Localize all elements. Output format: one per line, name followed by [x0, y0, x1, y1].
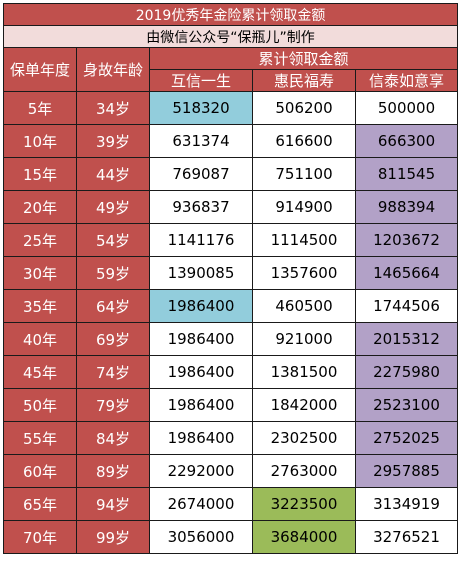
title-row: 2019优秀年金险累计领取金额 [2, 3, 459, 26]
table-row: 20年 49岁 936837 914900 988394 [3, 190, 459, 224]
table-row: 50年 79岁 1986400 1842000 2523100 [3, 388, 459, 422]
table-row: 40年 69岁 1986400 921000 2015312 [3, 322, 459, 356]
policy-year-cell: 40年 [3, 322, 77, 356]
value-huxin-cell: 2292000 [149, 454, 253, 488]
policy-year-cell: 70年 [3, 520, 77, 554]
death-age-cell: 44岁 [76, 157, 150, 191]
value-huxin-cell: 1986400 [149, 421, 253, 455]
value-huxin-cell: 1986400 [149, 355, 253, 389]
value-huimin-cell: 616600 [252, 124, 356, 158]
value-huimin-cell: 2763000 [252, 454, 356, 488]
value-huxin-cell: 1390085 [149, 256, 253, 290]
value-xintai-cell: 1203672 [354, 223, 459, 257]
value-huxin-cell: 769087 [149, 157, 253, 191]
policy-year-cell: 10年 [3, 124, 77, 158]
value-huimin-cell: 914900 [252, 190, 356, 224]
value-huimin-cell: 1842000 [252, 388, 356, 422]
policy-year-cell: 35年 [3, 289, 77, 323]
header-product-huimin: 惠民福寿 [252, 69, 356, 92]
table-row: 25年 54岁 1141176 1114500 1203672 [3, 223, 459, 257]
policy-year-cell: 55年 [3, 421, 77, 455]
value-xintai-cell: 2752025 [354, 421, 459, 455]
death-age-cell: 64岁 [76, 289, 150, 323]
value-xintai-cell: 2523100 [354, 388, 459, 422]
value-xintai-cell: 1465664 [354, 256, 459, 290]
death-age-cell: 84岁 [76, 421, 150, 455]
subtitle-row: 由微信公众号“保瓶儿”制作 [2, 25, 459, 48]
value-xintai-cell: 811545 [354, 157, 459, 191]
value-xintai-cell: 1744506 [354, 289, 459, 323]
table-row: 5年 34岁 518320 506200 500000 [3, 91, 459, 125]
policy-year-cell: 50年 [3, 388, 77, 422]
value-huxin-cell: 1141176 [149, 223, 253, 257]
policy-year-cell: 30年 [3, 256, 77, 290]
value-huimin-cell: 1357600 [252, 256, 356, 290]
value-huimin-cell: 460500 [252, 289, 356, 323]
death-age-cell: 89岁 [76, 454, 150, 488]
policy-year-cell: 65年 [3, 487, 77, 521]
header-death-age: 身故年龄 [76, 47, 150, 92]
table-row: 15年 44岁 769087 751100 811545 [3, 157, 459, 191]
value-huimin-cell: 921000 [252, 322, 356, 356]
death-age-cell: 69岁 [76, 322, 150, 356]
table-row: 65年 94岁 2674000 3223500 3134919 [3, 487, 459, 521]
value-huimin-cell: 2302500 [252, 421, 356, 455]
table-row: 10年 39岁 631374 616600 666300 [3, 124, 459, 158]
table-row: 45年 74岁 1986400 1381500 2275980 [3, 355, 459, 389]
header-row-1: 保单年度 身故年龄 累计领取金额 [3, 47, 459, 92]
death-age-cell: 54岁 [76, 223, 150, 257]
table-row: 35年 64岁 1986400 460500 1744506 [3, 289, 459, 323]
value-huxin-cell: 936837 [149, 190, 253, 224]
value-huimin-cell: 3684000 [252, 520, 356, 554]
value-xintai-cell: 2015312 [354, 322, 459, 356]
table-row: 55年 84岁 1986400 2302500 2752025 [3, 421, 459, 455]
value-huimin-cell: 1381500 [252, 355, 356, 389]
table-subtitle: 由微信公众号“保瓶儿”制作 [2, 25, 459, 48]
value-huxin-cell: 3056000 [149, 520, 253, 554]
death-age-cell: 79岁 [76, 388, 150, 422]
value-huimin-cell: 506200 [252, 91, 356, 125]
policy-year-cell: 25年 [3, 223, 77, 257]
value-huimin-cell: 751100 [252, 157, 356, 191]
death-age-cell: 59岁 [76, 256, 150, 290]
annuity-comparison-table: 2019优秀年金险累计领取金额 由微信公众号“保瓶儿”制作 保单年度 身故年龄 … [2, 3, 459, 554]
policy-year-cell: 60年 [3, 454, 77, 488]
header-product-huxin: 互信一生 [149, 69, 253, 92]
policy-year-cell: 45年 [3, 355, 77, 389]
value-huimin-cell: 3223500 [252, 487, 356, 521]
value-huxin-cell: 2674000 [149, 487, 253, 521]
policy-year-cell: 15年 [3, 157, 77, 191]
death-age-cell: 94岁 [76, 487, 150, 521]
value-xintai-cell: 2275980 [354, 355, 459, 389]
value-xintai-cell: 2957885 [354, 454, 459, 488]
value-huxin-cell: 518320 [149, 91, 253, 125]
death-age-cell: 49岁 [76, 190, 150, 224]
death-age-cell: 74岁 [76, 355, 150, 389]
header-policy-year: 保单年度 [3, 47, 77, 92]
value-xintai-cell: 988394 [354, 190, 459, 224]
table-row: 70年 99岁 3056000 3684000 3276521 [3, 520, 459, 554]
annuity-table-container: 2019优秀年金险累计领取金额 由微信公众号“保瓶儿”制作 保单年度 身故年龄 … [2, 3, 459, 554]
death-age-cell: 34岁 [76, 91, 150, 125]
policy-year-cell: 20年 [3, 190, 77, 224]
header-row-2: 互信一生 惠民福寿 信泰如意享 [4, 69, 459, 92]
policy-year-cell: 5年 [3, 91, 77, 125]
header-cumulative-amount: 累计领取金额 [148, 47, 459, 70]
value-huxin-cell: 1986400 [149, 388, 253, 422]
header-product-xintai: 信泰如意享 [354, 69, 459, 92]
value-xintai-cell: 666300 [354, 124, 459, 158]
death-age-cell: 99岁 [76, 520, 150, 554]
table-title: 2019优秀年金险累计领取金额 [2, 3, 459, 26]
value-huxin-cell: 1986400 [149, 289, 253, 323]
value-xintai-cell: 500000 [354, 91, 459, 125]
value-xintai-cell: 3276521 [354, 520, 459, 554]
death-age-cell: 39岁 [76, 124, 150, 158]
value-huxin-cell: 631374 [149, 124, 253, 158]
value-huxin-cell: 1986400 [149, 322, 253, 356]
value-huimin-cell: 1114500 [252, 223, 356, 257]
table-row: 30年 59岁 1390085 1357600 1465664 [3, 256, 459, 290]
table-row: 60年 89岁 2292000 2763000 2957885 [3, 454, 459, 488]
value-xintai-cell: 3134919 [354, 487, 459, 521]
